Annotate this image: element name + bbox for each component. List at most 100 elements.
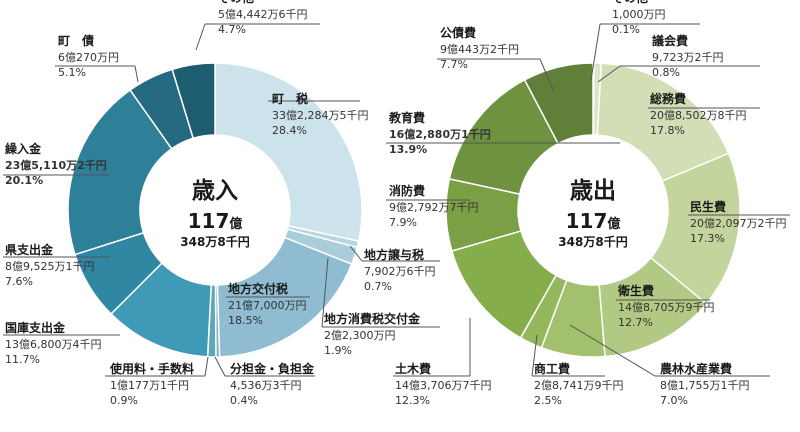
label-leader <box>321 257 329 328</box>
label-leader <box>134 65 139 83</box>
center-title: 歳入 <box>192 178 238 204</box>
slice-label: 国庫支出金 13億6,800万4千円 11.7% <box>3 320 120 366</box>
slice-label: その他 5億4,442万6千円 4.7% <box>195 0 320 51</box>
slice-label: 農林水産業費 8億1,755万1千円 7.0% <box>569 324 770 407</box>
label-leader <box>349 245 363 262</box>
slice-label-name: 県支出金 <box>5 242 54 257</box>
slice-label-percent: 4.7% <box>218 23 246 36</box>
label-leader <box>597 65 621 83</box>
slice-label-percent: 7.7% <box>440 58 468 71</box>
slice-label-percent: 28.4% <box>272 124 307 137</box>
slice-label-name: 議会費 <box>652 33 688 48</box>
slice-label: 県支出金 8億9,525万1千円 7.6% <box>3 242 110 288</box>
slice-label-name: 農林水産業費 <box>660 361 732 376</box>
slice-label-percent: 18.5% <box>228 314 263 327</box>
label-leader <box>195 23 206 51</box>
slice-label-amount: 33億2,284万5千円 <box>272 109 369 122</box>
slice-label-amount: 8億9,525万1千円 <box>5 260 95 273</box>
slice-label-percent: 20.1% <box>5 174 43 187</box>
slice-label-name: 総務費 <box>650 91 686 106</box>
slice-label: 地方消費税交付金 2億2,300万円 1.9% <box>321 257 440 357</box>
slice-label: 議会費 9,723万2千円 0.8% <box>597 33 760 83</box>
donut-slice <box>596 62 730 183</box>
slice-label-amount: 9億443万2千円 <box>440 43 519 56</box>
slice-label-percent: 7.0% <box>660 394 688 407</box>
slice-label-name: その他 <box>218 0 254 5</box>
label-leader <box>539 58 555 93</box>
center-total: 117億 <box>566 209 621 233</box>
center-total: 117億 <box>188 209 243 233</box>
slice-label-name: 地方交付税 <box>228 281 288 296</box>
center-total-unit: 億 <box>229 216 242 232</box>
donut-slice <box>67 88 173 256</box>
slice-label-percent: 7.9% <box>389 216 417 229</box>
slice-label-name: 民生費 <box>690 199 726 214</box>
slice-label-amount: 20億2,097万2千円 <box>690 217 787 230</box>
slice-label-amount: 16億2,880万1千円 <box>389 127 491 141</box>
slice-label-percent: 17.3% <box>690 232 725 245</box>
slice-label-percent: 1.9% <box>324 344 352 357</box>
slice-label: 町 税 33億2,284万5千円 28.4% <box>268 91 369 137</box>
slice-label-amount: 9,723万2千円 <box>652 51 724 64</box>
slice-label-percent: 0.9% <box>110 394 138 407</box>
slice-label-name: 地方消費税交付金 <box>324 311 421 326</box>
slice-label-name: 地方譲与税 <box>364 247 424 262</box>
center-total-number: 117 <box>188 209 230 233</box>
slice-label: 土木費 14億3,706万7千円 12.3% <box>393 318 492 407</box>
slice-label-name: 商工費 <box>534 361 570 376</box>
donut-slice <box>171 62 216 140</box>
label-leader <box>531 334 538 377</box>
expenditure-donut: 歳出117億348万8千円その他1,000万円0.1%議会費9,723万2千円0… <box>386 0 790 407</box>
label-leader <box>569 324 656 377</box>
slice-label-percent: 13.9% <box>389 143 427 156</box>
label-leader <box>214 356 226 377</box>
slice-label-amount: 14億8,705万9千円 <box>618 301 715 314</box>
slice-label: 商工費 2億8,741万9千円 2.5% <box>531 334 624 407</box>
slice-label-amount: 5億4,442万6千円 <box>218 8 308 21</box>
slice-label: 公債費 9億443万2千円 7.7% <box>437 25 555 93</box>
slice-label-amount: 6億270万円 <box>58 51 119 64</box>
slice-label-percent: 12.7% <box>618 316 653 329</box>
slice-label-amount: 9億2,792万7千円 <box>389 201 479 214</box>
slice-label-name: 町 債 <box>58 33 94 48</box>
center-total-number: 117 <box>566 209 608 233</box>
slice-label-percent: 0.4% <box>230 394 258 407</box>
center-total-unit: 億 <box>607 216 620 232</box>
slice-label-amount: 2億8,741万9千円 <box>534 379 624 392</box>
label-leader <box>204 356 209 377</box>
center-title: 歳出 <box>570 178 616 204</box>
slice-label-percent: 2.5% <box>534 394 562 407</box>
donut-slice <box>214 62 363 243</box>
slice-label-name: 衛生費 <box>617 283 654 298</box>
slice-label-name: 消防費 <box>389 183 425 198</box>
slice-label-name: 国庫支出金 <box>5 320 66 335</box>
center-total-sub: 348万8千円 <box>558 234 627 249</box>
slice-label: 民生費 20億2,097万2千円 17.3% <box>688 199 790 245</box>
slice-label-percent: 0.7% <box>364 280 392 293</box>
label-leader <box>590 23 601 81</box>
slice-label-percent: 7.6% <box>5 275 33 288</box>
center-total-sub: 348万8千円 <box>180 234 249 249</box>
slice-label-name: 土木費 <box>395 361 431 376</box>
slice-label-percent: 0.8% <box>652 66 680 79</box>
slice-label-amount: 14億3,706万7千円 <box>395 379 492 392</box>
slice-label-percent: 11.7% <box>5 353 40 366</box>
slice-label-amount: 1,000万円 <box>612 8 666 21</box>
slice-label-amount: 20億8,502万8千円 <box>650 109 747 122</box>
slice-label-amount: 7,902万6千円 <box>364 265 436 278</box>
slice-label-amount: 4,536万3千円 <box>230 379 302 392</box>
slice-label: 繰入金 23億5,110万2千円 20.1% <box>3 141 110 187</box>
slice-label: 総務費 20億8,502万8千円 17.8% <box>648 91 760 137</box>
slice-label-name: 繰入金 <box>5 141 42 156</box>
slice-label: 町 債 6億270万円 5.1% <box>55 33 139 83</box>
slice-label-name: 分担金・負担金 <box>230 361 315 376</box>
slice-label-amount: 2億2,300万円 <box>324 329 396 342</box>
slice-label-percent: 5.1% <box>58 66 86 79</box>
slice-label-amount: 21億7,000万円 <box>228 299 307 312</box>
slice-label: その他 1,000万円 0.1% <box>590 0 700 81</box>
slice-label-percent: 0.1% <box>612 23 640 36</box>
slice-label-amount: 1億177万1千円 <box>110 379 189 392</box>
